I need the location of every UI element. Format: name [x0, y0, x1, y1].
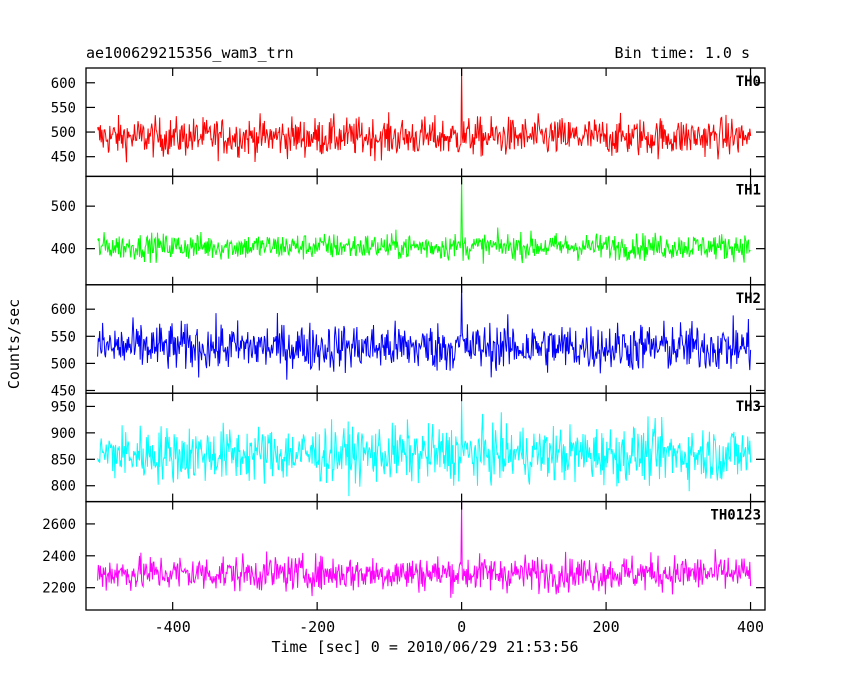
panel-frame-th1: [85, 175, 766, 286]
panel-label-th0: TH0: [736, 74, 761, 90]
y-tick-label: 600: [51, 76, 76, 92]
y-tick-label: 550: [51, 329, 76, 345]
x-tick-label: 200: [593, 618, 620, 636]
y-tick-label: 2600: [42, 517, 76, 533]
panel-label-th0123: TH0123: [710, 508, 761, 524]
y-axis-label: Counts/sec: [5, 298, 23, 390]
y-tick-label: 900: [51, 426, 76, 442]
y-tick-label: 500: [51, 199, 76, 215]
series-line-th2: [97, 284, 752, 380]
y-tick-label: 950: [51, 399, 76, 415]
panel-label-th2: TH2: [736, 291, 761, 307]
chart-title: ae100629215356_wam3_trn: [86, 44, 294, 62]
series-line-th1: [97, 176, 751, 264]
y-tick-label: 500: [51, 356, 76, 372]
panel-label-th3: TH3: [736, 399, 761, 415]
y-tick-label: 850: [51, 452, 76, 468]
x-tick-label: 0: [457, 618, 466, 636]
x-tick-label: -400: [155, 618, 191, 636]
y-tick-label: 2400: [42, 549, 76, 565]
y-tick-label: 500: [51, 125, 76, 141]
y-tick-label: 2200: [42, 581, 76, 597]
series-line-th0123: [97, 501, 752, 598]
y-tick-label: 550: [51, 100, 76, 116]
y-tick-label: 450: [51, 383, 76, 399]
panel-label-th1: TH1: [736, 182, 761, 198]
bin-time-label: Bin time: 1.0 s: [614, 44, 750, 62]
y-tick-label: 800: [51, 479, 76, 495]
x-tick-label: 400: [737, 618, 764, 636]
y-tick-label: 450: [51, 150, 76, 166]
x-axis-label: Time [sec] 0 = 2010/06/29 21:53:56: [271, 638, 579, 656]
series-line-th3: [97, 401, 752, 497]
series-line-th0: [97, 67, 752, 163]
y-tick-label: 600: [51, 302, 76, 318]
y-tick-label: 400: [51, 242, 76, 258]
panel-frame-th0123: [85, 500, 766, 611]
x-tick-label: -200: [299, 618, 335, 636]
